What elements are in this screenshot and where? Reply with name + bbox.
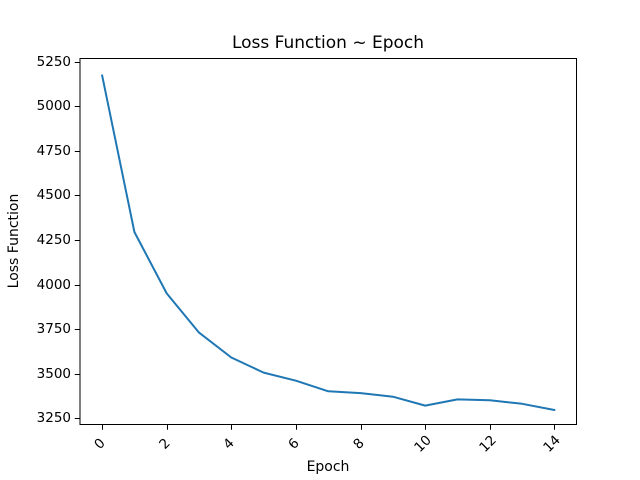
y-tick-label: 5000 <box>36 98 71 115</box>
loss-line <box>101 74 556 411</box>
y-tick-label: 4750 <box>36 142 71 159</box>
y-tick-label: 4000 <box>36 276 71 293</box>
y-tick-label: 4500 <box>36 187 71 204</box>
chart-title: Loss Function ~ Epoch <box>231 33 425 53</box>
y-tick-label: 4250 <box>36 231 71 248</box>
axes-spines <box>79 58 577 425</box>
y-tick-label: 5250 <box>36 53 71 70</box>
x-axis-label: Epoch <box>306 459 350 475</box>
y-tick-label: 3750 <box>36 321 71 338</box>
y-tick-label: 3250 <box>36 410 71 427</box>
y-tick-label: 3500 <box>36 365 71 382</box>
